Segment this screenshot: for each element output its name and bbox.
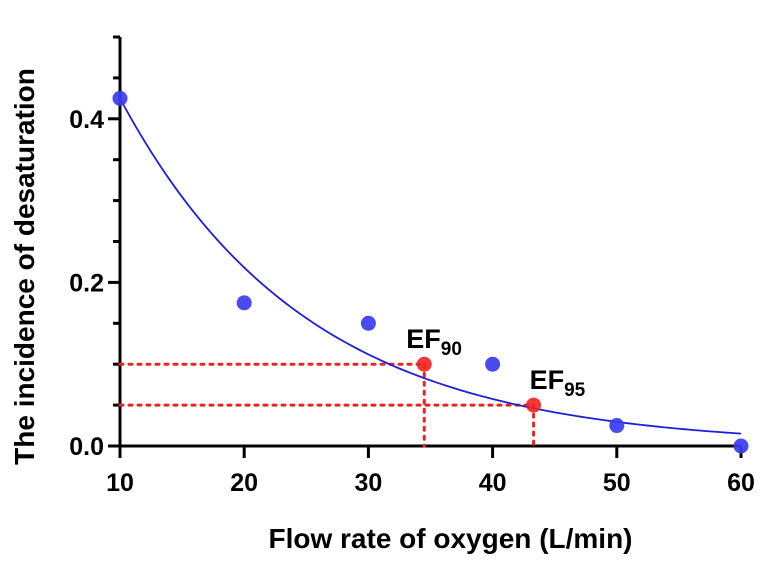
annotation-point-ef95 [526,397,542,413]
y-axis-ticks: 0.0 0.2 0.4 [69,35,120,461]
annotation-label-ef95: EF95 [530,365,586,401]
data-point [112,90,128,106]
annotations: EF90 EF95 [406,324,586,413]
y-tick-label: 0.4 [69,106,104,134]
x-tick-label: 30 [354,469,382,497]
data-point [485,356,501,372]
axes [118,37,741,448]
x-tick-label: 40 [479,469,507,497]
x-tick-label: 50 [603,469,631,497]
data-point [360,315,376,331]
y-tick-label: 0.0 [69,433,104,461]
x-tick-label: 60 [727,469,755,497]
guide-lines [118,362,536,448]
x-tick-label: 10 [106,469,134,497]
y-tick-label: 0.2 [69,269,104,297]
x-axis-title: Flow rate of oxygen (L/min) [268,523,632,554]
annotation-point-ef90 [416,356,432,372]
data-point [236,295,252,311]
x-tick-label: 20 [230,469,258,497]
x-axis-ticks: 10 20 30 40 50 60 [106,446,755,497]
annotation-label-ef90: EF90 [406,324,462,360]
fit-curve [119,97,742,435]
data-point [609,418,625,434]
data-point [733,438,749,454]
y-axis-title: The incidence of desaturation [9,68,40,465]
data-points [112,90,749,454]
